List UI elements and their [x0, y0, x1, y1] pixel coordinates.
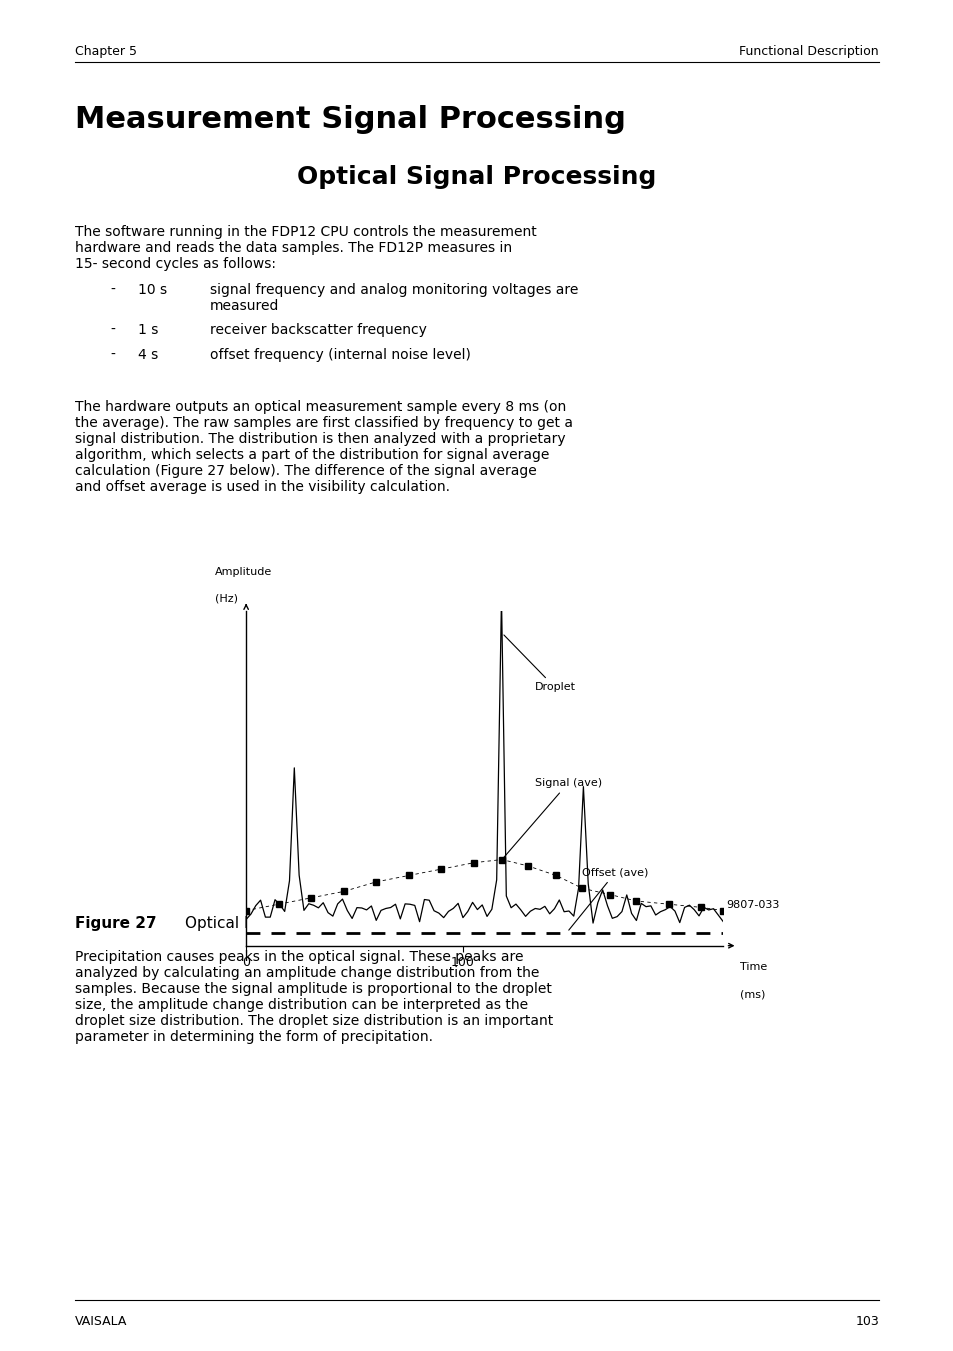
Text: The software running in the FDP12 CPU controls the measurement: The software running in the FDP12 CPU co…	[75, 226, 537, 239]
Text: -: -	[110, 323, 114, 336]
Text: calculation (Figure 27 below). The difference of the signal average: calculation (Figure 27 below). The diffe…	[75, 463, 537, 478]
Text: analyzed by calculating an amplitude change distribution from the: analyzed by calculating an amplitude cha…	[75, 966, 538, 979]
Text: 1 s: 1 s	[138, 323, 158, 336]
Text: hardware and reads the data samples. The FD12P measures in: hardware and reads the data samples. The…	[75, 240, 512, 255]
Text: Amplitude: Amplitude	[215, 567, 273, 577]
Text: receiver backscatter frequency: receiver backscatter frequency	[210, 323, 426, 336]
Text: Measurement Signal Processing: Measurement Signal Processing	[75, 105, 625, 134]
Text: 4 s: 4 s	[138, 349, 158, 362]
Text: offset frequency (internal noise level): offset frequency (internal noise level)	[210, 349, 471, 362]
Text: -: -	[110, 349, 114, 362]
Text: Precipitation causes peaks in the optical signal. These peaks are: Precipitation causes peaks in the optica…	[75, 950, 523, 965]
Text: Chapter 5: Chapter 5	[75, 46, 137, 58]
Text: The hardware outputs an optical measurement sample every 8 ms (on: The hardware outputs an optical measurem…	[75, 400, 566, 413]
Text: Offset (ave): Offset (ave)	[568, 867, 648, 929]
Text: signal distribution. The distribution is then analyzed with a proprietary: signal distribution. The distribution is…	[75, 432, 565, 446]
Text: -: -	[110, 282, 114, 297]
Text: signal frequency and analog monitoring voltages are: signal frequency and analog monitoring v…	[210, 282, 578, 297]
Text: Figure 27: Figure 27	[75, 916, 156, 931]
Text: and offset average is used in the visibility calculation.: and offset average is used in the visibi…	[75, 480, 450, 494]
Text: the average). The raw samples are first classified by frequency to get a: the average). The raw samples are first …	[75, 416, 573, 430]
Text: 10 s: 10 s	[138, 282, 167, 297]
Text: Droplet: Droplet	[503, 635, 575, 693]
Text: Optical Raw Data (in Rain): Optical Raw Data (in Rain)	[185, 916, 386, 931]
Text: Time: Time	[740, 962, 766, 973]
Text: VAISALA: VAISALA	[75, 1315, 128, 1328]
Text: size, the amplitude change distribution can be interpreted as the: size, the amplitude change distribution …	[75, 998, 528, 1012]
Text: (ms): (ms)	[740, 989, 764, 1000]
Text: (Hz): (Hz)	[215, 594, 238, 604]
Text: measured: measured	[210, 299, 279, 313]
Text: Optical Signal Processing: Optical Signal Processing	[297, 165, 656, 189]
Text: parameter in determining the form of precipitation.: parameter in determining the form of pre…	[75, 1029, 433, 1044]
Text: 15- second cycles as follows:: 15- second cycles as follows:	[75, 257, 275, 272]
Text: Signal (ave): Signal (ave)	[503, 778, 601, 858]
Text: droplet size distribution. The droplet size distribution is an important: droplet size distribution. The droplet s…	[75, 1015, 553, 1028]
Text: 103: 103	[854, 1315, 878, 1328]
Text: samples. Because the signal amplitude is proportional to the droplet: samples. Because the signal amplitude is…	[75, 982, 551, 996]
Text: algorithm, which selects a part of the distribution for signal average: algorithm, which selects a part of the d…	[75, 449, 549, 462]
Text: 9807-033: 9807-033	[725, 900, 779, 911]
Text: Functional Description: Functional Description	[739, 46, 878, 58]
